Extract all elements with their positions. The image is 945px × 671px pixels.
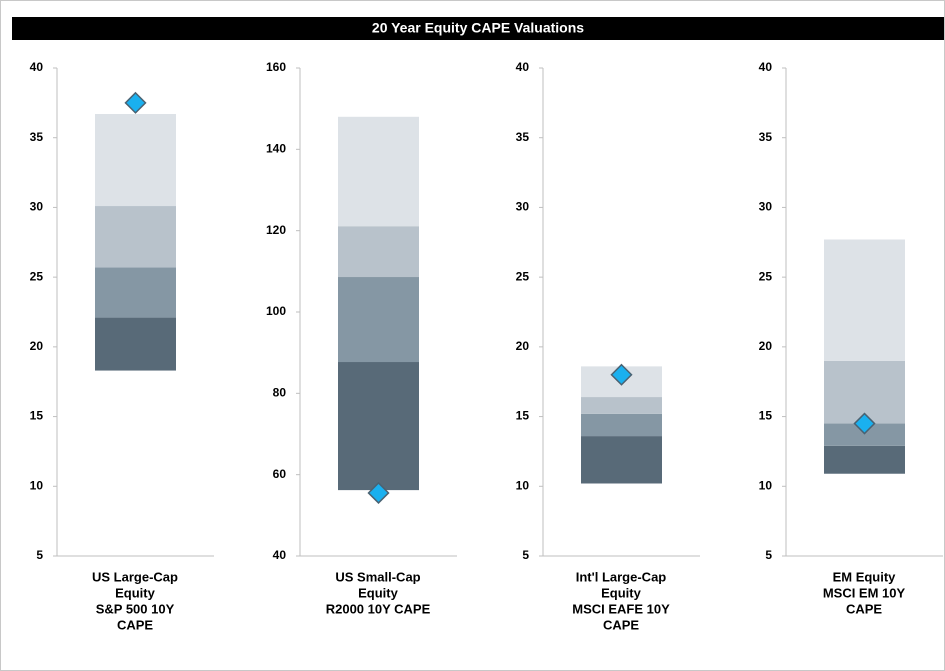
y-tick-label: 25 (516, 269, 530, 283)
x-label: CAPE (603, 617, 639, 632)
x-label: Equity (358, 585, 398, 600)
y-tick-label: 15 (516, 409, 530, 423)
chart-title: 20 Year Equity CAPE Valuations (372, 20, 584, 36)
y-tick-label: 35 (30, 130, 44, 144)
current-marker (367, 481, 390, 505)
x-label: Equity (601, 585, 641, 600)
x-label: MSCI EAFE 10Y (572, 601, 670, 616)
y-tick-label: 25 (759, 269, 773, 283)
x-label: R2000 10Y CAPE (326, 601, 431, 616)
y-tick-label: 20 (30, 339, 44, 353)
bar-segment (581, 397, 662, 414)
y-tick-label: 160 (266, 60, 286, 74)
bar-segment (581, 436, 662, 484)
bar-segment (95, 317, 176, 371)
bar-segment (824, 423, 905, 446)
bar-segment (338, 226, 419, 278)
y-tick-label: 120 (266, 223, 286, 237)
y-tick-label: 30 (759, 200, 773, 214)
bar-segment (338, 362, 419, 491)
y-tick-label: 30 (516, 200, 530, 214)
y-tick-label: 100 (266, 304, 286, 318)
x-label: CAPE (117, 617, 153, 632)
bar-segment (824, 445, 905, 474)
y-tick-label: 20 (516, 339, 530, 353)
x-label: S&P 500 10Y (96, 601, 175, 616)
bar-segment (95, 206, 176, 268)
x-label: US Small-Cap (335, 569, 420, 584)
y-tick-label: 10 (759, 478, 773, 492)
x-label: CAPE (846, 601, 882, 616)
y-tick-label: 15 (759, 409, 773, 423)
current-marker (610, 363, 633, 386)
y-tick-label: 10 (30, 478, 44, 492)
bar-segment (581, 413, 662, 437)
y-tick-label: 20 (759, 339, 773, 353)
y-tick-label: 5 (522, 548, 529, 562)
y-tick-label: 25 (30, 269, 44, 283)
bar-segment (95, 267, 176, 318)
x-label: Int'l Large-Cap (576, 569, 667, 584)
x-label: EM Equity (833, 569, 897, 584)
bar-segment (338, 116, 419, 227)
y-tick-label: 5 (765, 548, 772, 562)
y-tick-label: 80 (273, 386, 287, 400)
y-tick-label: 15 (30, 409, 44, 423)
current-marker (853, 412, 876, 435)
current-marker (124, 91, 147, 114)
y-tick-label: 30 (30, 200, 44, 214)
y-tick-label: 60 (273, 467, 287, 481)
y-tick-label: 40 (273, 548, 287, 562)
x-label: Equity (115, 585, 155, 600)
y-tick-label: 40 (516, 60, 530, 74)
y-tick-label: 40 (30, 60, 44, 74)
y-tick-label: 35 (759, 130, 773, 144)
title-bar (12, 17, 944, 40)
y-tick-label: 5 (36, 548, 43, 562)
x-label: US Large-Cap (92, 569, 178, 584)
y-tick-label: 10 (516, 478, 530, 492)
bar-segment (95, 114, 176, 207)
x-label: MSCI EM 10Y (823, 585, 906, 600)
y-tick-label: 140 (266, 142, 286, 156)
bar-segment (338, 277, 419, 363)
y-tick-label: 40 (759, 60, 773, 74)
bar-segment (824, 239, 905, 361)
y-tick-label: 35 (516, 130, 530, 144)
